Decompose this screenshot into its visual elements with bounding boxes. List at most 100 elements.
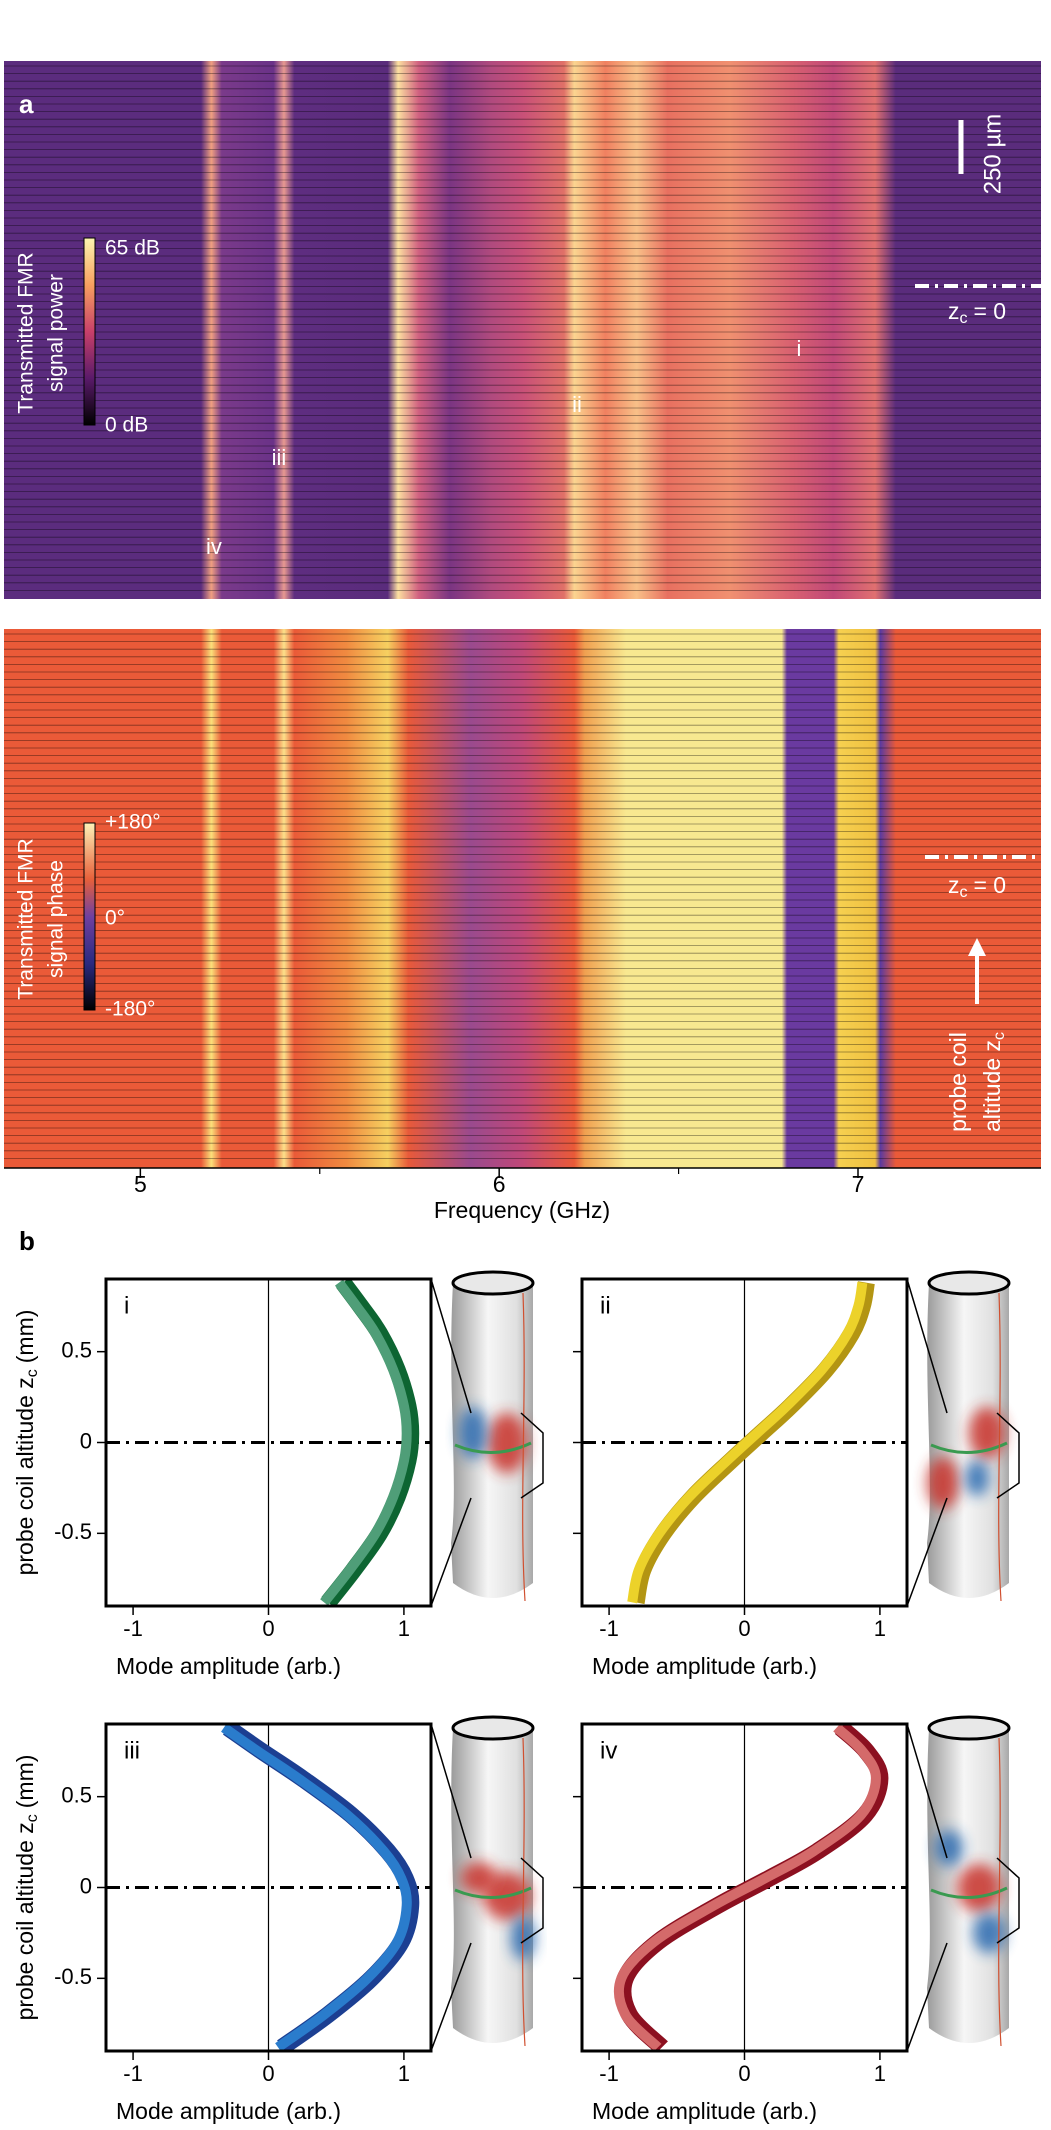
curve: [221, 1724, 412, 2051]
y-label-main: probe coil altitude z: [12, 1377, 38, 1575]
mode-label: iv: [206, 534, 222, 559]
zoom-line: [430, 1497, 472, 1607]
x-label: Mode amplitude (arb.): [592, 1653, 817, 1679]
zoom-line: [906, 1497, 948, 1607]
phase-map: [4, 629, 1041, 1168]
x-tick-label: 1: [874, 1616, 886, 1641]
y-label-main: probe coil altitude z: [12, 1822, 38, 2020]
zoom-line: [430, 1942, 472, 2052]
cylinder-top: [451, 1270, 535, 1296]
x-tick-label: 6: [493, 1171, 506, 1197]
mode-blob: [487, 1413, 527, 1473]
x-label: Frequency (GHz): [434, 1197, 610, 1223]
mode-blob: [461, 1862, 497, 1894]
power-map: [4, 61, 1041, 599]
colorbar-title: signal phase: [45, 860, 68, 978]
zoom-wedge: [996, 1857, 1020, 1944]
curve: [613, 1724, 881, 2051]
y-tick-label: 0.5: [61, 1782, 92, 1807]
x-tick-label: 1: [874, 2061, 886, 2086]
x-tick-label: 1: [398, 1616, 410, 1641]
y-label-sub: c: [991, 1032, 1008, 1040]
mode-label: ii: [572, 392, 582, 417]
mode-blob: [965, 1460, 989, 1496]
waterfall-lines: [4, 65, 1041, 591]
panel-label: a: [19, 89, 34, 119]
colorbar-label: +180°: [105, 811, 161, 834]
colorbar-label: 0 dB: [105, 414, 148, 437]
mode-blob: [973, 1913, 1005, 1953]
curve: [320, 1279, 412, 1606]
panel-b: -1 0 1 -0.5 0 0.5 i Mode amplitude (arb.) probe …: [12, 1270, 1020, 2124]
mode-label: iii: [272, 445, 287, 470]
panel-label: i: [124, 1292, 129, 1319]
cylinder-top: [451, 1715, 535, 1741]
x-label: Mode amplitude (arb.): [116, 2098, 341, 2124]
colorbar: [83, 237, 96, 426]
y-label: altitude zc: [979, 1032, 1008, 1132]
coil-line: [930, 1886, 1008, 1900]
reference-label: zc = 0: [948, 872, 1006, 901]
x-label: Mode amplitude (arb.): [116, 1653, 341, 1679]
colorbar-label: -180°: [105, 998, 155, 1021]
ref-z: z: [948, 872, 960, 898]
panel-label: iii: [124, 1737, 140, 1764]
x-tick-label: 1: [398, 2061, 410, 2086]
colorbar: [83, 822, 96, 1011]
waterfall-lines: [4, 633, 1041, 1159]
x-tick-label: -1: [123, 2061, 143, 2086]
fiber: [522, 1292, 526, 1602]
coil-line: [454, 1441, 532, 1455]
ref-sub: c: [959, 884, 967, 901]
zoom-wedge: [520, 1412, 544, 1499]
fiber: [998, 1292, 1002, 1602]
reference-label: zc = 0: [948, 298, 1006, 327]
y-label: probe coil altitude zc (mm): [12, 1310, 41, 1576]
y-label: probe coil: [945, 1032, 971, 1132]
cylinder: [430, 1715, 544, 2052]
zoom-line: [906, 1278, 948, 1414]
colorbar-label: 0°: [105, 907, 125, 930]
panel-label: b: [19, 1226, 35, 1256]
x-tick-label: 0: [738, 1616, 750, 1641]
mode-label: i: [797, 336, 802, 361]
y-label-unit: (mm): [12, 1310, 38, 1364]
cylinder: [906, 1270, 1020, 1607]
cylinder-body: [927, 1283, 1009, 1598]
mode-blob: [935, 1830, 963, 1866]
zoom-wedge: [996, 1412, 1020, 1499]
ref-sub: c: [959, 310, 967, 327]
colorbar-label: 65 dB: [105, 237, 160, 260]
fiber: [522, 1737, 526, 2047]
y-label: probe coil altitude zc (mm): [12, 1755, 41, 2021]
zoom-line: [906, 1942, 948, 2052]
colorbar-title: Transmitted FMR: [15, 838, 38, 999]
x-tick-label: 0: [262, 2061, 274, 2086]
y-tick-label: 0: [80, 1873, 92, 1898]
x-tick-label: 7: [852, 1171, 865, 1197]
x-tick-label: -1: [123, 1616, 143, 1641]
x-tick-label: 0: [738, 2061, 750, 2086]
y-tick-label: -0.5: [54, 1519, 92, 1544]
cylinder-top: [927, 1715, 1011, 1741]
y-label-main: altitude z: [979, 1040, 1005, 1132]
mode-blob: [927, 1457, 959, 1509]
y-label-sub: c: [24, 1814, 41, 1822]
colorbar-title: signal power: [45, 274, 68, 392]
y-tick-label: 0.5: [61, 1337, 92, 1362]
cylinder-top: [927, 1270, 1011, 1296]
zoom-line: [430, 1278, 472, 1414]
arrow-head: [968, 938, 986, 956]
curve: [627, 1281, 868, 1604]
y-tick-label: -0.5: [54, 1964, 92, 1989]
zoom-wedge: [520, 1857, 544, 1944]
fiber: [998, 1737, 1002, 2047]
cylinder: [906, 1715, 1020, 2052]
y-label-sub: c: [24, 1369, 41, 1377]
ref-eq: = 0: [973, 298, 1006, 324]
x-label: Mode amplitude (arb.): [592, 2098, 817, 2124]
y-label-unit: (mm): [12, 1755, 38, 1809]
mode-blob: [957, 1864, 1001, 1912]
ref-eq: = 0: [973, 872, 1006, 898]
